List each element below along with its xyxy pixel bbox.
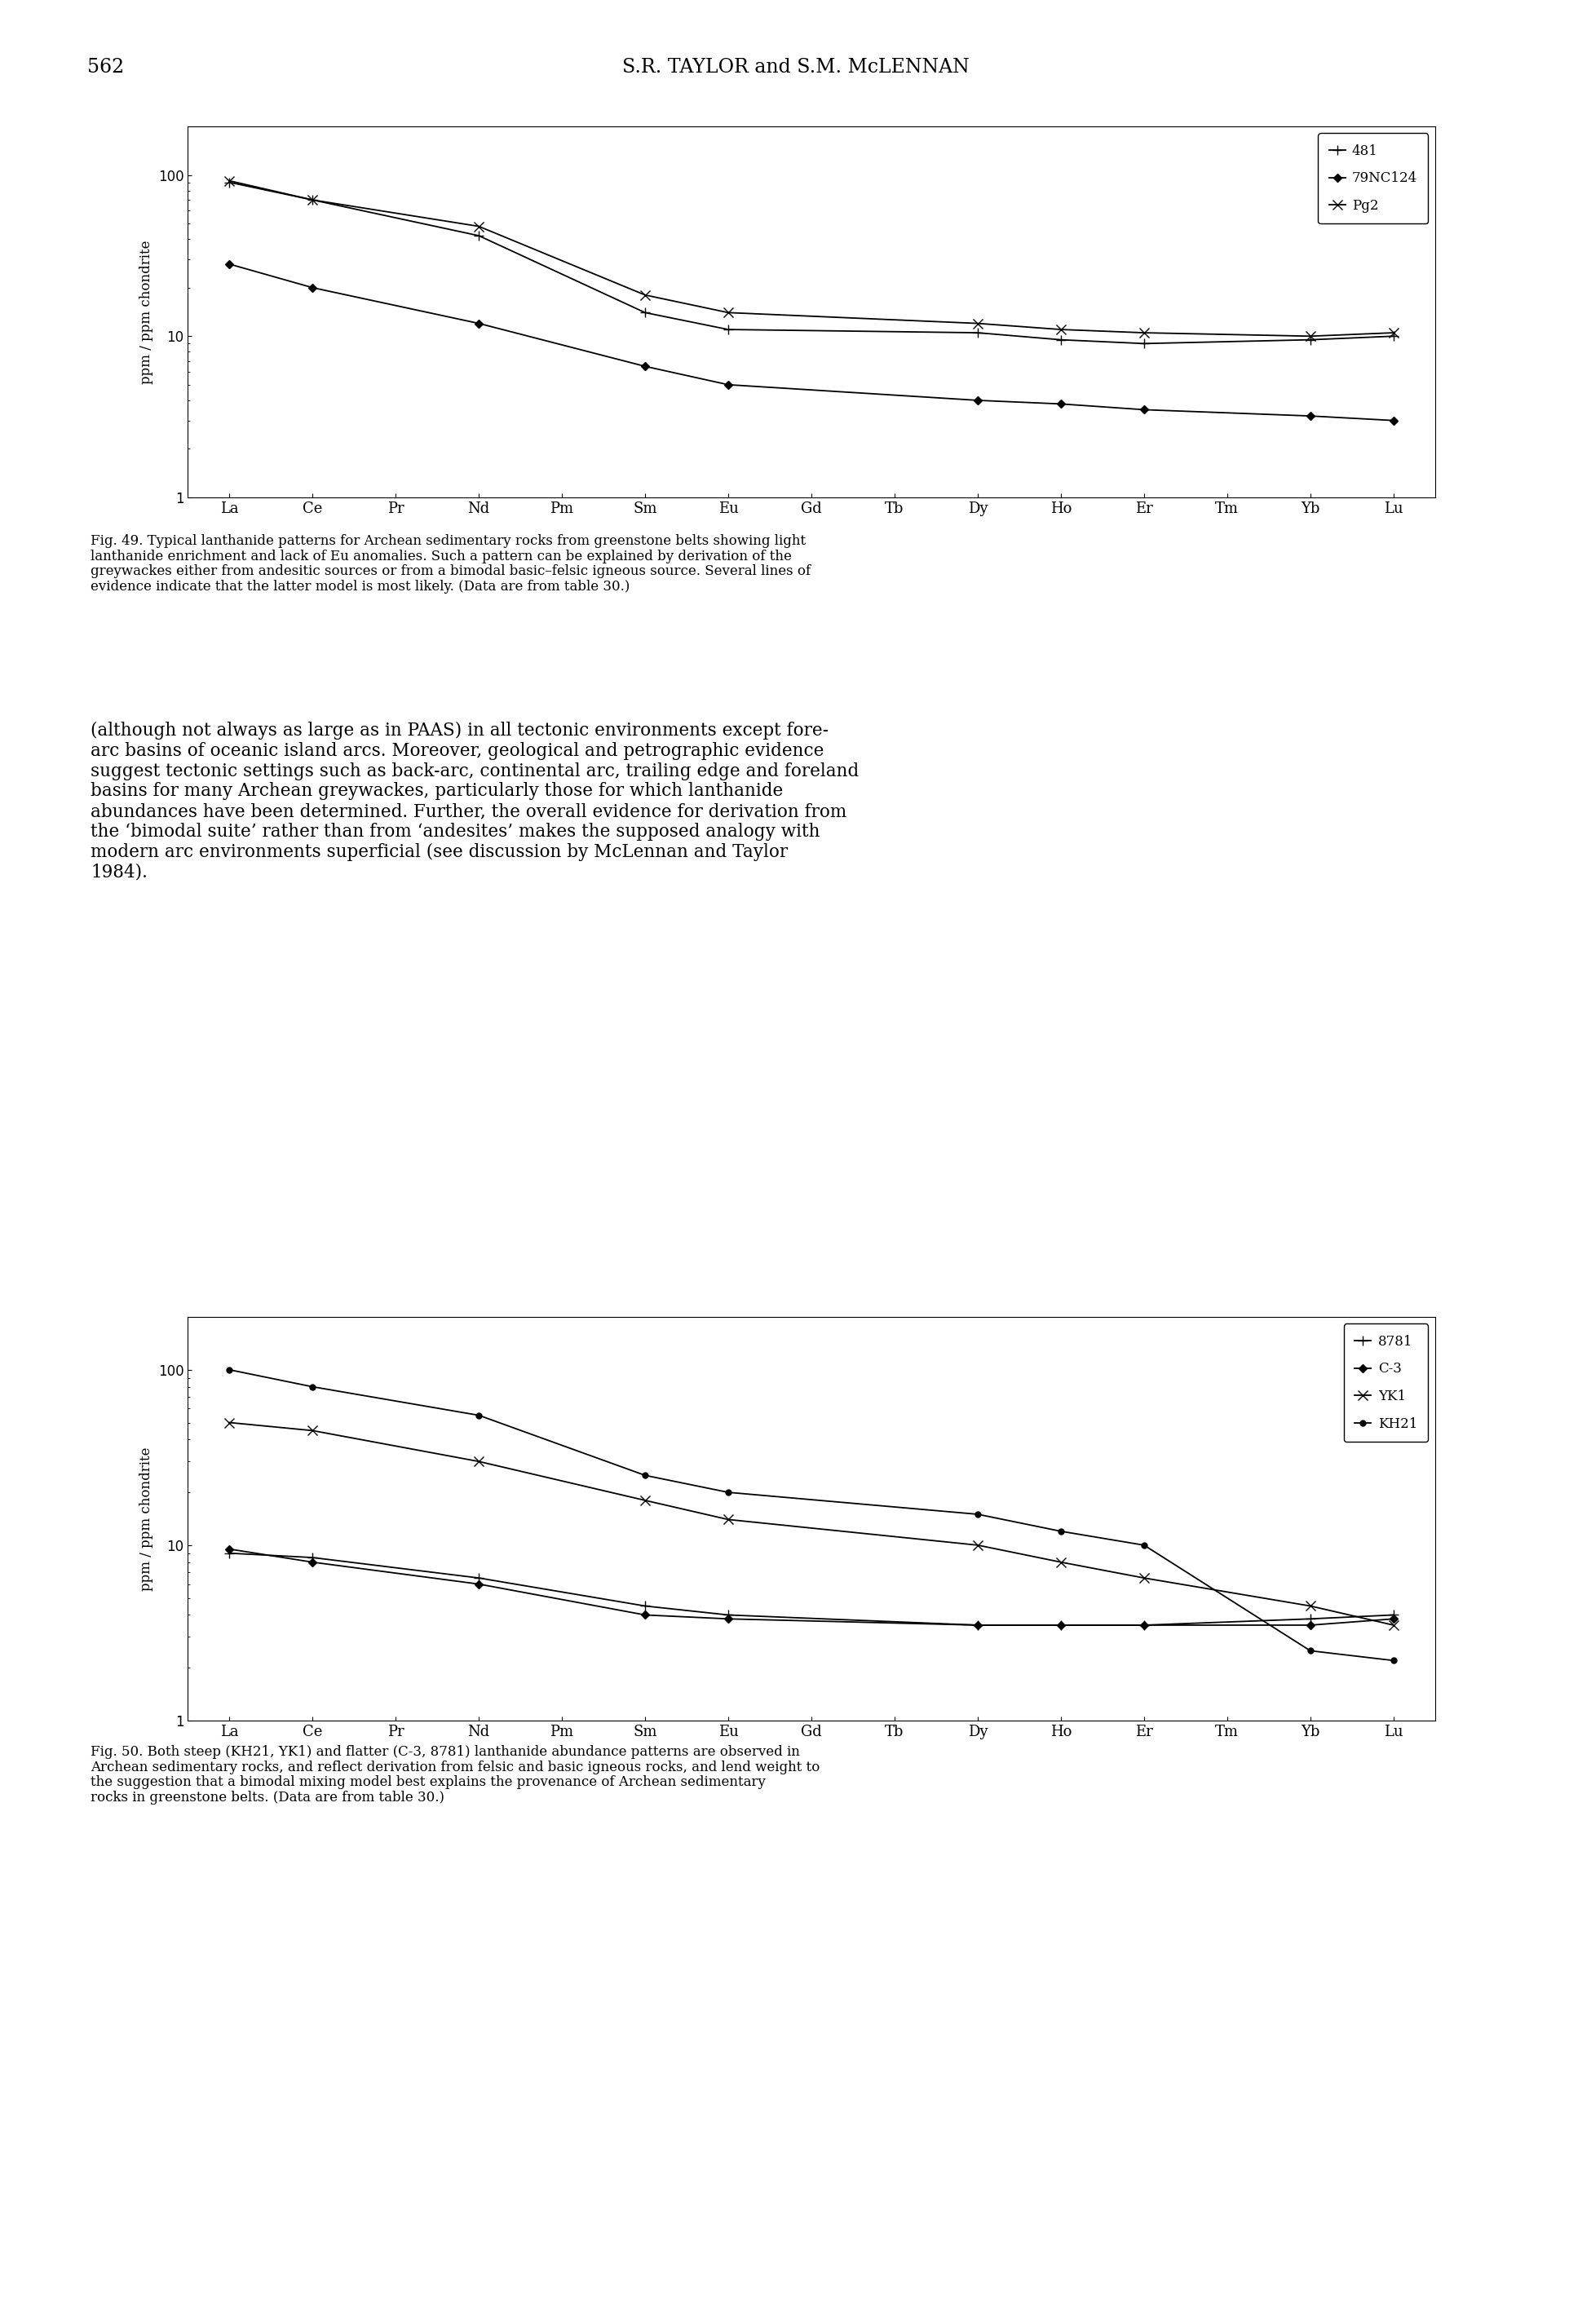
Pg2 [1384, 318, 1403, 346]
KH21 [635, 1462, 654, 1490]
8781 [220, 1538, 239, 1566]
YK1 [635, 1487, 654, 1515]
YK1 [1052, 1548, 1071, 1576]
8781 [719, 1601, 738, 1629]
Text: Fig. 50. Both steep (KH21, YK1) and flatter (C-3, 8781) lanthanide abundance pat: Fig. 50. Both steep (KH21, YK1) and flat… [91, 1745, 800, 1759]
KH21 [1134, 1532, 1153, 1559]
Line: Pg2: Pg2 [224, 177, 1398, 342]
Line: YK1: YK1 [224, 1418, 1398, 1629]
YK1 [719, 1506, 738, 1534]
Text: (although not always as large as in PAAS) in all tectonic environments except fo: (although not always as large as in PAAS… [91, 723, 829, 739]
79NC124 [1384, 407, 1403, 435]
C-3 [1301, 1611, 1321, 1638]
Line: 481: 481 [224, 177, 1398, 349]
79NC124 [220, 251, 239, 279]
YK1 [1384, 1611, 1403, 1638]
KH21 [969, 1501, 988, 1529]
Pg2 [469, 211, 488, 239]
Line: KH21: KH21 [226, 1367, 1397, 1664]
79NC124 [469, 309, 488, 337]
8781 [1301, 1606, 1321, 1634]
YK1 [220, 1408, 239, 1436]
481 [1301, 325, 1321, 353]
KH21 [1052, 1518, 1071, 1545]
C-3 [969, 1611, 988, 1638]
Text: arc basins of oceanic island arcs. Moreover, geological and petrographic evidenc: arc basins of oceanic island arcs. Moreo… [91, 741, 824, 760]
Pg2 [719, 300, 738, 328]
KH21 [719, 1478, 738, 1506]
C-3 [1052, 1611, 1071, 1638]
Text: basins for many Archean greywackes, particularly those for which lanthanide: basins for many Archean greywackes, part… [91, 783, 783, 799]
Legend: 8781, C-3, YK1, KH21: 8781, C-3, YK1, KH21 [1344, 1325, 1429, 1441]
C-3 [302, 1548, 321, 1576]
Y-axis label: ppm / ppm chondrite: ppm / ppm chondrite [140, 1448, 153, 1590]
YK1 [1134, 1564, 1153, 1592]
YK1 [302, 1418, 321, 1446]
KH21 [220, 1355, 239, 1383]
79NC124 [1301, 402, 1321, 430]
Text: 562: 562 [88, 58, 124, 77]
C-3 [220, 1536, 239, 1564]
Pg2 [1052, 316, 1071, 344]
Text: rocks in greenstone belts. (Data are from table 30.): rocks in greenstone belts. (Data are fro… [91, 1789, 444, 1803]
Text: greywackes either from andesitic sources or from a bimodal basic–felsic igneous : greywackes either from andesitic sources… [91, 565, 811, 579]
Text: evidence indicate that the latter model is most likely. (Data are from table 30.: evidence indicate that the latter model … [91, 579, 630, 593]
8781 [302, 1543, 321, 1571]
C-3 [719, 1606, 738, 1634]
Line: C-3: C-3 [226, 1545, 1397, 1629]
481 [1052, 325, 1071, 353]
8781 [1384, 1601, 1403, 1629]
Legend: 481, 79NC124, Pg2: 481, 79NC124, Pg2 [1317, 132, 1429, 223]
KH21 [1384, 1648, 1403, 1676]
8781 [469, 1564, 488, 1592]
KH21 [1301, 1636, 1321, 1664]
Text: the suggestion that a bimodal mixing model best explains the provenance of Arche: the suggestion that a bimodal mixing mod… [91, 1776, 765, 1789]
79NC124 [1052, 390, 1071, 418]
481 [469, 221, 488, 249]
481 [1384, 323, 1403, 351]
Pg2 [1301, 323, 1321, 351]
YK1 [969, 1532, 988, 1559]
8781 [635, 1592, 654, 1620]
481 [220, 167, 239, 195]
8781 [969, 1611, 988, 1638]
8781 [1052, 1611, 1071, 1638]
C-3 [635, 1601, 654, 1629]
Pg2 [635, 281, 654, 309]
79NC124 [302, 274, 321, 302]
KH21 [302, 1373, 321, 1401]
Text: abundances have been determined. Further, the overall evidence for derivation fr: abundances have been determined. Further… [91, 802, 846, 820]
YK1 [469, 1448, 488, 1476]
Text: modern arc environments superficial (see discussion by McLennan and Taylor: modern arc environments superficial (see… [91, 844, 788, 860]
481 [635, 300, 654, 328]
79NC124 [635, 353, 654, 381]
Pg2 [220, 167, 239, 195]
C-3 [1134, 1611, 1153, 1638]
YK1 [1301, 1592, 1321, 1620]
Pg2 [302, 186, 321, 214]
Y-axis label: ppm / ppm chondrite: ppm / ppm chondrite [140, 239, 153, 383]
481 [969, 318, 988, 346]
79NC124 [1134, 395, 1153, 423]
Text: S.R. TAYLOR and S.M. McLENNAN: S.R. TAYLOR and S.M. McLENNAN [622, 58, 969, 77]
8781 [1134, 1611, 1153, 1638]
KH21 [469, 1401, 488, 1429]
C-3 [1384, 1606, 1403, 1634]
Pg2 [1134, 318, 1153, 346]
79NC124 [719, 372, 738, 400]
Text: the ‘bimodal suite’ rather than from ‘andesites’ makes the supposed analogy with: the ‘bimodal suite’ rather than from ‘an… [91, 823, 819, 841]
79NC124 [969, 386, 988, 414]
Text: Archean sedimentary rocks, and reflect derivation from felsic and basic igneous : Archean sedimentary rocks, and reflect d… [91, 1759, 819, 1773]
Line: 8781: 8781 [224, 1548, 1398, 1629]
Line: 79NC124: 79NC124 [226, 260, 1397, 423]
Text: 1984).: 1984). [91, 862, 148, 881]
481 [719, 316, 738, 344]
481 [302, 186, 321, 214]
481 [1134, 330, 1153, 358]
Text: suggest tectonic settings such as back-arc, continental arc, trailing edge and f: suggest tectonic settings such as back-a… [91, 762, 859, 781]
Text: lanthanide enrichment and lack of Eu anomalies. Such a pattern can be explained : lanthanide enrichment and lack of Eu ano… [91, 548, 792, 562]
C-3 [469, 1571, 488, 1599]
Text: Fig. 49. Typical lanthanide patterns for Archean sedimentary rocks from greensto: Fig. 49. Typical lanthanide patterns for… [91, 535, 807, 548]
Pg2 [969, 309, 988, 337]
